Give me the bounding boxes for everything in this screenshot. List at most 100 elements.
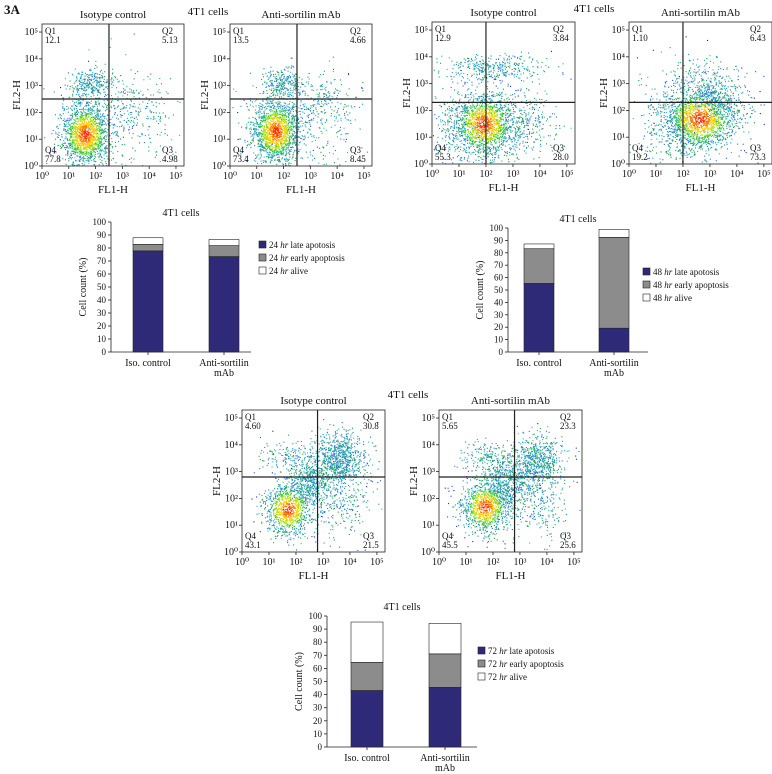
scatter-dot (261, 145, 263, 147)
scatter-dot (276, 115, 278, 117)
scatter-dot (263, 92, 265, 94)
scatter-dot (85, 112, 87, 114)
scatter-dot (554, 144, 556, 146)
scatter-dot (267, 106, 269, 108)
scatter-dot (122, 108, 124, 110)
scatter-dot (294, 76, 296, 78)
scatter-dot (246, 145, 248, 147)
scatter-dot (285, 125, 287, 127)
scatter-dot (280, 128, 282, 130)
scatter-dot (263, 127, 265, 129)
scatter-dot (142, 93, 144, 95)
scatter-dot (97, 147, 99, 149)
scatter-dot (103, 120, 105, 122)
scatter-dot (477, 79, 479, 81)
scatter-dot (103, 88, 105, 90)
scatter-dot (541, 61, 543, 63)
scatter-dot (93, 151, 95, 153)
scatter-dot (130, 157, 132, 159)
scatter-dot (511, 118, 513, 120)
scatter-dot (80, 151, 82, 153)
scatter-dot (252, 139, 254, 141)
scatter-dot (85, 118, 87, 120)
scatter-dot (128, 113, 130, 115)
scatter-dot (510, 139, 512, 141)
scatter-dot (256, 123, 258, 125)
scatter-dot (100, 124, 102, 126)
scatter-dot (278, 127, 280, 129)
scatter-dot (105, 147, 107, 149)
scatter-dot (112, 81, 114, 83)
scatter-dot (271, 83, 273, 85)
scatter-dot (270, 123, 272, 125)
scatter-dot (131, 112, 133, 114)
scatter-dot (342, 108, 344, 110)
scatter-dot (454, 120, 456, 122)
scatter-dot (536, 92, 538, 94)
scatter-dot (452, 81, 454, 83)
scatter-dot (81, 88, 83, 90)
scatter-dot (91, 156, 93, 158)
scatter-dot (250, 135, 252, 137)
scatter-dot (265, 161, 267, 163)
scatter-dot (79, 120, 81, 122)
scatter-dot (77, 140, 79, 142)
scatter-dot (163, 103, 165, 105)
scatter-dot (253, 127, 255, 129)
scatter-dot (71, 105, 73, 107)
scatter-dot (344, 114, 346, 116)
scatter-dot (94, 67, 96, 69)
scatter-dot (137, 135, 139, 137)
scatter-dot (288, 66, 290, 68)
scatter-dot (311, 141, 313, 143)
scatter-dot (452, 140, 454, 142)
scatter-dot (278, 72, 280, 74)
scatter-dot (451, 114, 453, 116)
scatter-dot (87, 85, 89, 87)
scatter-dot (98, 124, 100, 126)
scatter-dot (139, 108, 141, 110)
scatter-dot (97, 129, 99, 131)
scatter-dot (304, 135, 306, 137)
scatter-dot (324, 88, 326, 90)
scatter-dot (555, 125, 557, 127)
scatter-dot (267, 78, 269, 80)
scatter-dot (261, 138, 263, 140)
scatter-dot (294, 97, 296, 99)
scatter-dot (462, 77, 464, 79)
scatter-dot (100, 143, 102, 145)
scatter-dot (74, 152, 76, 154)
scatter-dot (86, 104, 88, 106)
scatter-dot (285, 129, 287, 131)
scatter-dot (100, 161, 102, 163)
scatter-dot (287, 143, 289, 145)
scatter-dot (271, 88, 273, 90)
scatter-dot (78, 93, 80, 95)
scatter-dot (528, 89, 530, 91)
scatter-dot (456, 107, 458, 109)
scatter-dot (304, 105, 306, 107)
scatter-dot (131, 127, 133, 129)
scatter-dot (83, 154, 85, 156)
quadrant-q1-value: 13.5 (233, 35, 249, 45)
scatter-dot (164, 129, 166, 131)
scatter-dot (272, 131, 274, 133)
scatter-dot (81, 144, 83, 146)
scatter-dot (92, 124, 94, 126)
scatter-dot (81, 139, 83, 141)
scatter-dot (347, 119, 349, 121)
scatter-dot (511, 130, 513, 132)
scatter-dot (89, 141, 91, 143)
scatter-dot (481, 79, 483, 81)
scatter-dot (71, 157, 73, 159)
scatter-dot (285, 151, 287, 153)
scatter-dot (76, 76, 78, 78)
scatter-dot (290, 137, 292, 139)
scatter-dot (320, 151, 322, 153)
scatter-dot (90, 108, 92, 110)
scatter-dot (77, 73, 79, 75)
scatter-dot (75, 114, 77, 116)
scatter-dot (278, 123, 280, 125)
scatter-dot (496, 95, 498, 97)
scatter-dot (114, 132, 116, 134)
